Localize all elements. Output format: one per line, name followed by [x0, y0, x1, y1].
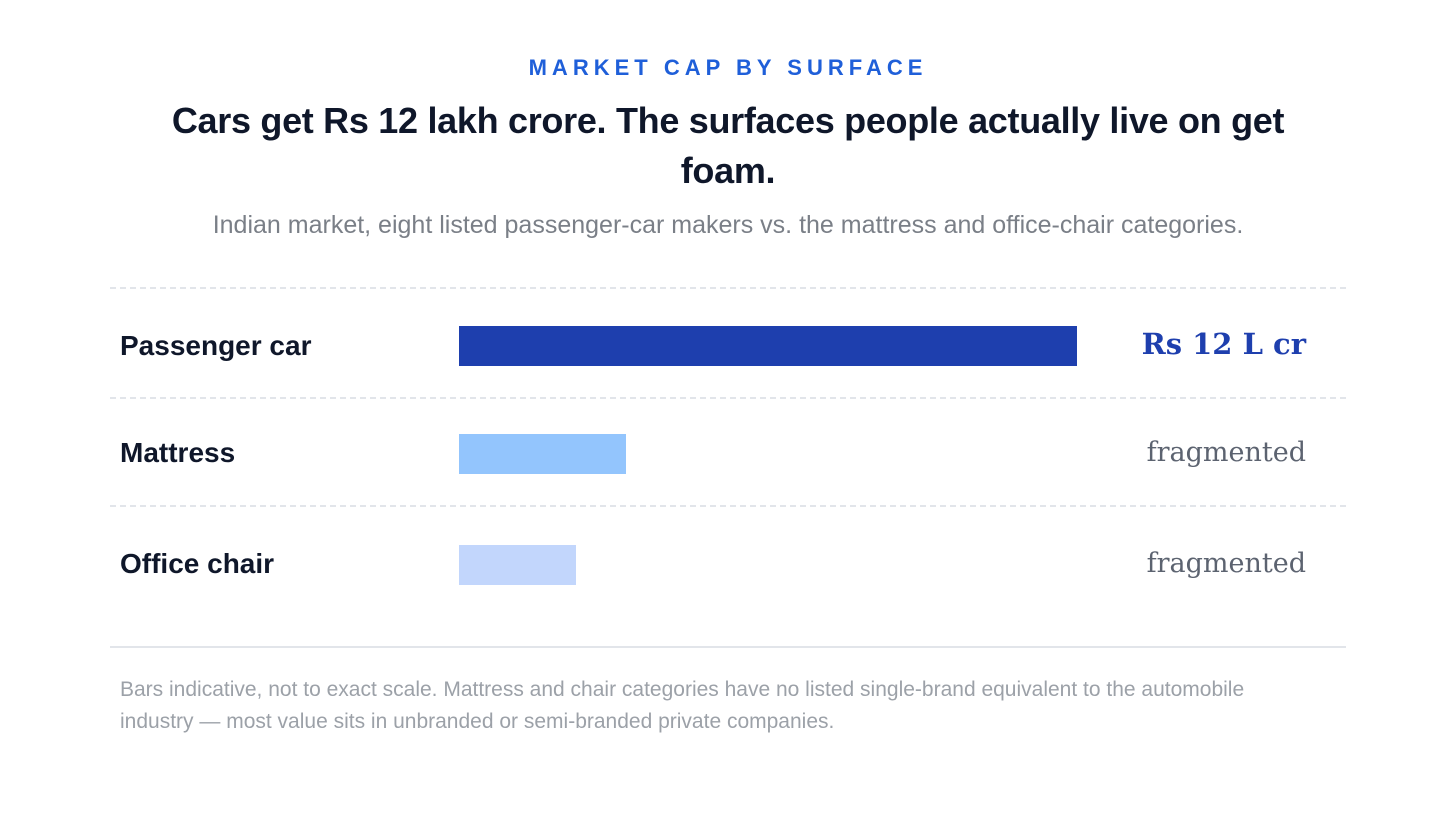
row-divider	[110, 397, 1346, 399]
category-label-office-chair: Office chair	[120, 548, 275, 579]
row-divider	[110, 287, 1346, 289]
chart-bottom-rule	[110, 646, 1346, 648]
chart-title: Cars get Rs 12 lakh crore. The surfaces …	[171, 100, 1285, 191]
bar-passenger-car	[459, 326, 1077, 366]
bar-chart: Passenger car Mattress Office chair Rs 1…	[110, 287, 1346, 649]
chart-eyebrow: MARKET CAP BY SURFACE	[528, 55, 928, 80]
chart-footnote: Bars indicative, not to exact scale. Mat…	[120, 678, 1245, 733]
chart-subtitle: Indian market, eight listed passenger-ca…	[212, 211, 1244, 239]
category-label-mattress: Mattress	[120, 437, 236, 468]
bar-office-chair	[459, 545, 576, 585]
bar-mattress	[459, 434, 626, 474]
value-label-passenger-car: Rs 12 L cr	[1141, 327, 1306, 361]
category-label-passenger-car: Passenger car	[120, 330, 312, 361]
value-label-mattress: fragmented	[1146, 437, 1306, 468]
value-label-office-chair: fragmented	[1146, 548, 1306, 579]
row-divider	[110, 505, 1346, 507]
